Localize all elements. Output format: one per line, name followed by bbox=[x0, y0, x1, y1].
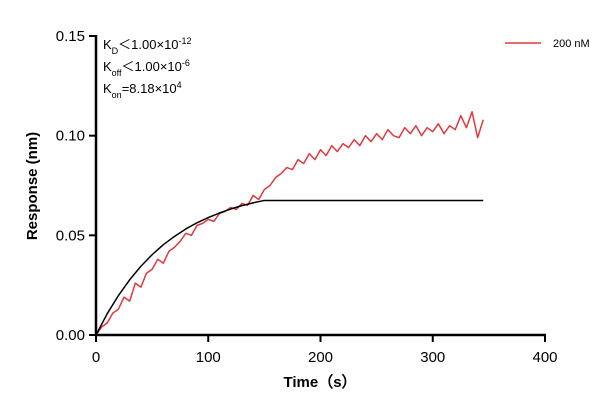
annotation: Kon=8.18×104 bbox=[103, 80, 182, 100]
annotation-sup: 4 bbox=[177, 80, 182, 90]
annotation: Koff＜1.00×10-6 bbox=[103, 58, 190, 78]
x-tick-label: 300 bbox=[420, 349, 445, 366]
series-line bbox=[95, 199, 484, 336]
annotation-sup: -6 bbox=[182, 58, 190, 68]
x-tick-label: 200 bbox=[308, 349, 333, 366]
annotation: KD＜1.00×10-12 bbox=[103, 36, 192, 56]
y-tick-label: 0.00 bbox=[56, 327, 85, 344]
x-axis-title: Time（s） bbox=[283, 373, 356, 391]
annotation-sub: D bbox=[112, 46, 119, 56]
annotation-text: =8.18×10 bbox=[122, 81, 177, 96]
y-tick-label: 0.10 bbox=[56, 128, 85, 145]
annotation-text: ＜1.00×10 bbox=[118, 37, 178, 52]
y-tick-label: 0.05 bbox=[56, 227, 85, 244]
legend-label: 200 nM bbox=[553, 38, 590, 50]
annotation-symbol: K bbox=[103, 37, 112, 52]
annotation-symbol: K bbox=[103, 59, 112, 74]
x-tick-label: 0 bbox=[92, 349, 100, 366]
annotation-sub: off bbox=[112, 68, 122, 78]
y-tick-label: 0.15 bbox=[56, 28, 85, 45]
annotation-sup: -12 bbox=[179, 36, 192, 46]
annotation-symbol: K bbox=[103, 81, 112, 96]
annotation-sub: on bbox=[112, 90, 122, 100]
series-line bbox=[95, 111, 484, 336]
x-tick-label: 400 bbox=[532, 349, 557, 366]
y-axis-title: Response (nm) bbox=[24, 132, 41, 240]
x-tick-label: 100 bbox=[196, 349, 221, 366]
annotation-text: ＜1.00×10 bbox=[122, 59, 182, 74]
